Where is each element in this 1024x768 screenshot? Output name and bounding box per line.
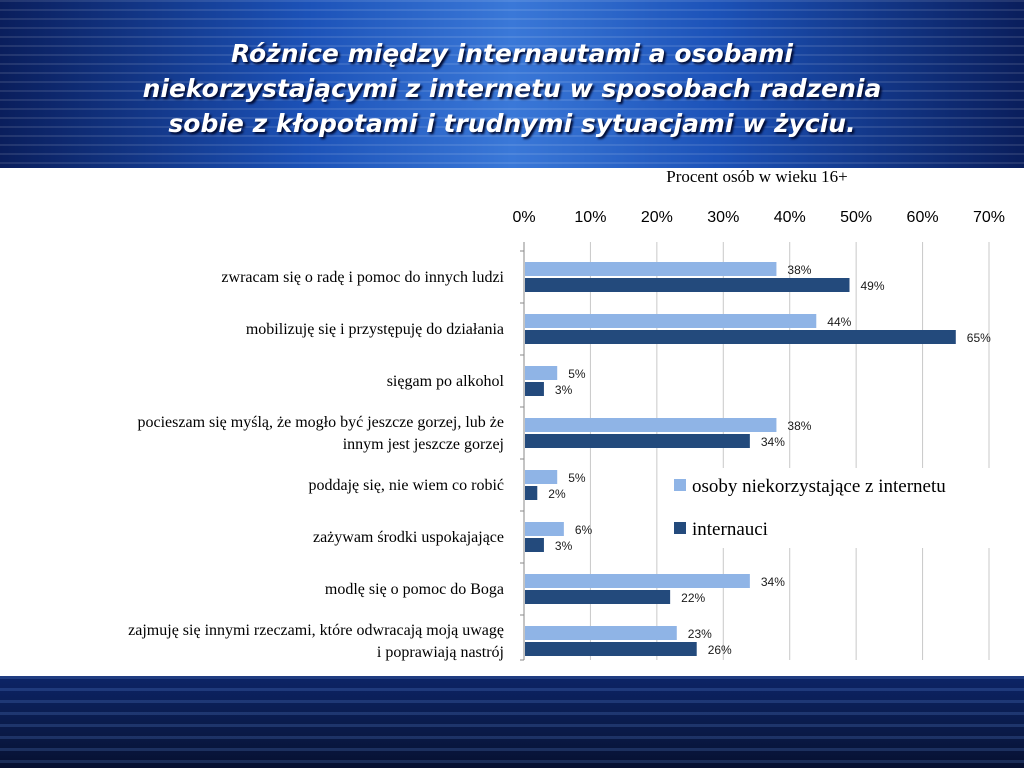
bar [525, 434, 750, 448]
bar [525, 262, 777, 276]
bar [525, 590, 671, 604]
legend-label: osoby niekorzystające z internetu [692, 476, 946, 497]
category-labels: zwracam się o radę i pomoc do innych lud… [128, 269, 504, 661]
bar [525, 626, 677, 640]
data-label: 34% [761, 435, 785, 449]
data-label: 3% [555, 383, 573, 397]
category-label-line: pocieszam się myślą, że mogło być jeszcz… [137, 414, 504, 431]
slide-title-line: sobie z kłopotami i trudnymi sytuacjami … [168, 109, 856, 138]
bar [525, 486, 538, 500]
bar [525, 470, 558, 484]
data-label: 3% [555, 539, 573, 553]
slide-title-line: Różnice między internautami a osobami [231, 39, 793, 68]
bar [525, 642, 697, 656]
category-label-line: poddaję się, nie wiem co robić [309, 477, 505, 494]
slide-title-line: niekorzystającymi z internetu w sposobac… [142, 74, 882, 103]
chart-panel: Procent osób w wieku 16+ 0% 10% 20% 30% 40% 5… [0, 168, 1024, 676]
bars [525, 262, 956, 656]
data-label: 6% [575, 523, 593, 537]
category-label: modlę się o pomoc do Boga [325, 581, 504, 598]
category-label: zwracam się o radę i pomoc do innych lud… [221, 269, 504, 286]
category-label: pocieszam się myślą, że mogło być jeszcz… [137, 414, 504, 453]
bar-chart: Procent osób w wieku 16+ 0% 10% 20% 30% 40% 5… [128, 168, 1005, 661]
x-tick-label: 50% [840, 209, 872, 226]
data-label: 34% [761, 575, 785, 589]
category-label-line: zwracam się o radę i pomoc do innych lud… [221, 269, 504, 286]
legend-swatch [674, 522, 686, 534]
x-tick-label: 40% [774, 209, 806, 226]
bar [525, 278, 850, 292]
category-label-line: zajmuję się innymi rzeczami, które odwra… [128, 622, 504, 639]
data-label: 5% [568, 471, 586, 485]
bar [525, 330, 956, 344]
category-label: zażywam środki uspokajające [313, 529, 504, 546]
legend: osoby niekorzystające z internetu interna… [662, 468, 998, 548]
x-axis-ticks: 0% 10% 20% 30% 40% 50% 60% 70% [512, 209, 1005, 226]
data-label: 65% [967, 331, 991, 345]
bar [525, 314, 817, 328]
category-label: mobilizuję się i przystępuję do działani… [246, 321, 504, 338]
data-labels: 38%49%44%65%5%3%38%34%5%2%6%3%34%22%23%2… [548, 263, 991, 657]
data-label: 26% [708, 643, 732, 657]
category-label-line: i poprawiają nastrój [377, 644, 504, 661]
category-label: poddaję się, nie wiem co robić [309, 477, 505, 494]
slide-title: Różnice między internautami a osobami ni… [40, 36, 984, 141]
x-tick-label: 10% [574, 209, 606, 226]
data-label: 22% [681, 591, 705, 605]
x-tick-label: 60% [907, 209, 939, 226]
x-tick-label: 0% [512, 209, 535, 226]
chart-title: Procent osób w wieku 16+ [666, 168, 847, 186]
data-label: 2% [548, 487, 566, 501]
data-label: 49% [861, 279, 885, 293]
legend-swatch [674, 479, 686, 491]
legend-box [662, 468, 998, 548]
bar [525, 418, 777, 432]
category-label-line: modlę się o pomoc do Boga [325, 581, 504, 598]
category-label-line: innym jest jeszcze gorzej [343, 436, 504, 453]
bar [525, 522, 564, 536]
x-tick-label: 70% [973, 209, 1005, 226]
bar [525, 382, 544, 396]
data-label: 38% [787, 263, 811, 277]
category-label-line: zażywam środki uspokajające [313, 529, 504, 546]
category-label: zajmuję się innymi rzeczami, które odwra… [128, 622, 504, 661]
bar [525, 538, 544, 552]
category-label-line: sięgam po alkohol [387, 373, 505, 390]
data-label: 38% [787, 419, 811, 433]
x-tick-label: 20% [641, 209, 673, 226]
gridlines [520, 242, 990, 661]
legend-label: internauci [692, 519, 768, 540]
header-background [0, 0, 1024, 168]
data-label: 23% [688, 627, 712, 641]
x-tick-label: 30% [707, 209, 739, 226]
bar [525, 574, 750, 588]
footer-background [0, 676, 1024, 768]
category-label-line: mobilizuję się i przystępuję do działani… [246, 321, 504, 338]
data-label: 44% [827, 315, 851, 329]
category-label: sięgam po alkohol [387, 373, 505, 390]
data-label: 5% [568, 367, 586, 381]
bar [525, 366, 558, 380]
